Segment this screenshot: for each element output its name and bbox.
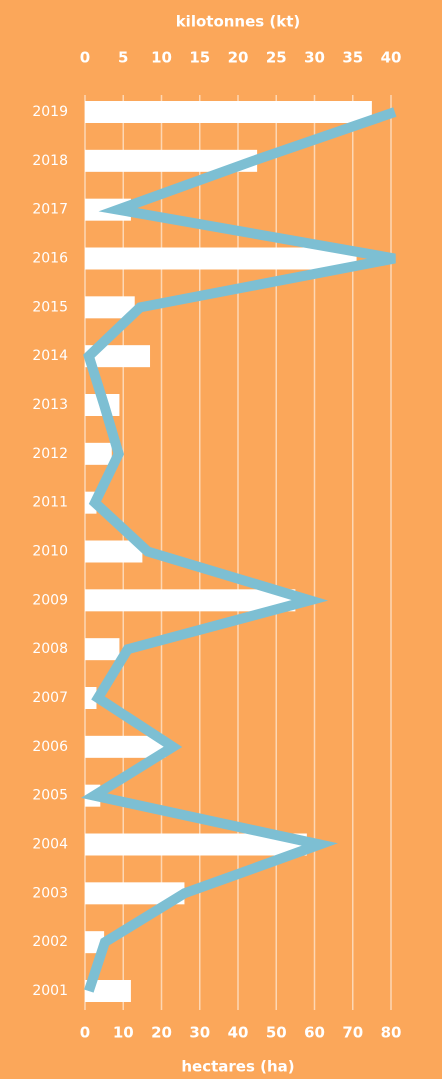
y-tick-label: 2005 [32,788,68,804]
x-tick-label: 10 [113,1024,134,1042]
y-tick-label: 2015 [32,299,68,315]
bar [85,101,372,123]
x2-tick-label: 30 [304,49,325,67]
x-tick-label: 0 [80,1024,90,1042]
x-tick-label: 40 [228,1024,249,1042]
x2-tick-label: 25 [266,49,287,67]
y-tick-label: 2007 [32,690,68,706]
bar [85,589,296,612]
x2-tick-label: 0 [80,49,90,67]
y-tick-label: 2019 [32,104,68,120]
x-tick-label: 20 [151,1024,172,1042]
x2-tick-label: 10 [151,49,172,67]
x-tick-label: 70 [342,1024,363,1042]
x-tick-label: 60 [304,1024,325,1042]
y-tick-label: 2016 [32,251,68,267]
y-tick-label: 2002 [32,934,68,950]
y-tick-label: 2001 [32,983,68,999]
x2-tick-label: 35 [342,49,363,67]
y-tick-label: 2017 [32,202,68,218]
y-tick-label: 2012 [32,446,68,462]
x-tick-label: 50 [266,1024,287,1042]
bar [85,882,185,905]
bar [85,687,97,709]
y-tick-label: 2003 [32,885,68,901]
y-tick-label: 2013 [32,397,68,413]
y-tick-label: 2006 [32,739,68,755]
line [81,107,397,993]
y-tick-label: 2014 [32,348,68,364]
y-tick-label: 2010 [32,544,68,560]
y-tick-label: 2009 [32,592,68,608]
bar [85,638,120,661]
x-axis-label: hectares (ha) [181,1058,294,1076]
x2-axis-label: kilotonnes (kt) [176,13,301,31]
y-tick-label: 2008 [32,641,68,657]
bar [85,149,258,172]
x2-tick-label: 20 [228,49,249,67]
bar [85,540,143,563]
x2-tick-label: 40 [381,49,402,67]
y-tick-label: 2004 [32,837,68,853]
y-tick-label: 2018 [32,153,68,169]
y-tick-label: 2011 [32,495,68,511]
bar [85,296,135,319]
bar [85,442,112,465]
x2-tick-label: 15 [189,49,210,67]
bar [85,980,131,1002]
x-tick-label: 80 [381,1024,402,1042]
x2-tick-label: 5 [118,49,128,67]
bar [85,833,307,856]
x-tick-label: 30 [189,1024,210,1042]
bar [85,735,166,758]
bar [85,247,357,270]
